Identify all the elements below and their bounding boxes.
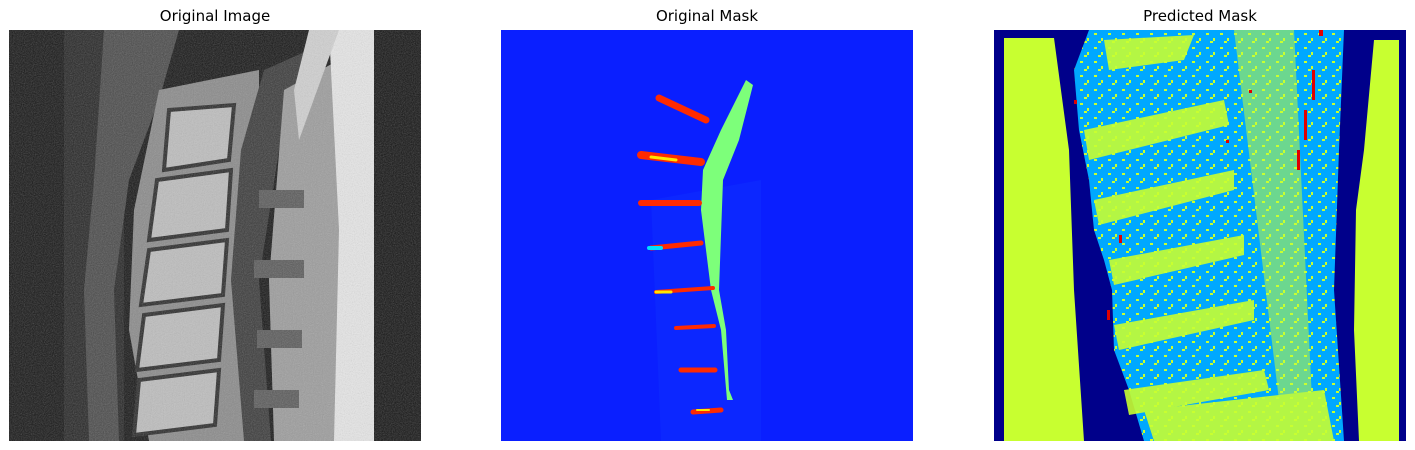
panel-original-image: Original Image bbox=[9, 0, 421, 450]
panel-title: Predicted Mask bbox=[1143, 7, 1257, 25]
panel-predicted-mask: Predicted Mask bbox=[994, 0, 1406, 450]
panel-title: Original Image bbox=[159, 7, 271, 25]
original-mask-image bbox=[501, 30, 913, 441]
panel-title: Original Mask bbox=[655, 7, 759, 25]
predicted-mask-image bbox=[994, 30, 1406, 441]
original-mri-image bbox=[9, 30, 421, 441]
panel-original-mask: Original Mask bbox=[501, 0, 913, 450]
